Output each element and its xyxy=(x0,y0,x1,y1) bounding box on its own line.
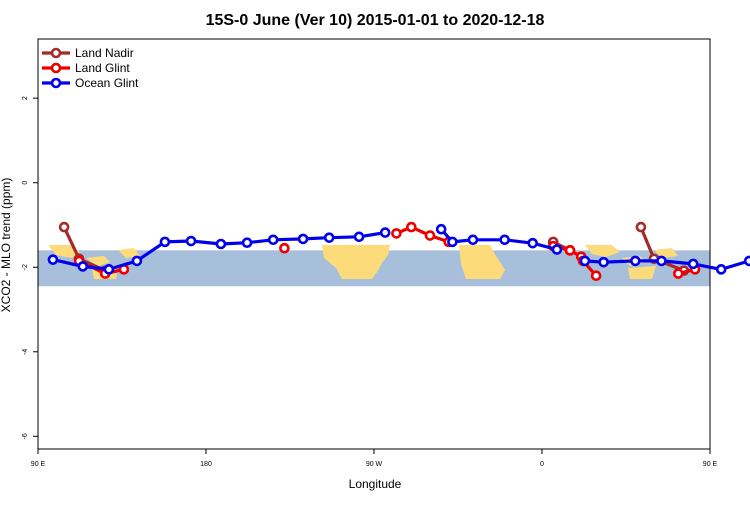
x-tick-label-2: 90 W xyxy=(366,461,383,468)
series-2-point-0-4 xyxy=(159,236,171,248)
series-2-point-2-6 xyxy=(743,255,750,267)
series-2-point-2-5 xyxy=(715,264,727,275)
series-2-point-0-12 xyxy=(379,227,391,238)
map-land-south-america xyxy=(322,245,390,279)
x-tick-label-0: 90 E xyxy=(31,461,46,468)
series-1-point-4-0 xyxy=(672,268,684,279)
series-2-point-0-10 xyxy=(323,232,335,243)
map-land-new-guinea-left xyxy=(118,248,140,258)
y-tick-label-1: 0 xyxy=(22,181,29,185)
series-2-point-0-9 xyxy=(297,233,309,245)
series-2-point-1-2 xyxy=(467,234,479,246)
series-2-point-0-7 xyxy=(241,237,253,249)
series-0-point-0-0 xyxy=(58,221,70,233)
series-2-point-1-0 xyxy=(435,223,447,235)
map-land-africa xyxy=(459,245,505,279)
series-2-point-2-3 xyxy=(656,255,667,267)
series-2-point-1-4 xyxy=(527,237,538,249)
series-2 xyxy=(47,223,750,275)
series-1-point-1-0 xyxy=(279,242,290,254)
series-2-point-2-0 xyxy=(579,255,591,267)
series-2-point-0-11 xyxy=(353,231,365,243)
x-tick-label-1: 180 xyxy=(200,461,212,468)
map-land-australia-right xyxy=(628,266,656,279)
legend-marker-0 xyxy=(50,47,62,59)
y-tick-label-4: -6 xyxy=(22,433,29,439)
series-2-point-2-4 xyxy=(687,258,699,270)
series-1-point-3-4 xyxy=(590,270,602,282)
y-axis-label: XCO2 - MLO trend (ppm) xyxy=(0,178,13,313)
y-tick-label-0: 2 xyxy=(22,96,29,100)
axes: 90 E 180 90 W 0 90 E 2 0 -2 -4 -6 xyxy=(22,38,718,468)
x-axis-label: Longitude xyxy=(349,477,402,491)
series-0-point-2-0 xyxy=(635,221,647,233)
series-2-point-0-1 xyxy=(77,261,89,272)
map-land-timor-left xyxy=(86,256,110,266)
map-land-indonesia-right xyxy=(585,245,620,257)
x-tick-label-3: 0 xyxy=(540,461,544,468)
series-2-point-0-8 xyxy=(267,234,279,246)
series-1-line-2 xyxy=(395,225,450,244)
y-tick-label-2: -2 xyxy=(22,264,29,270)
series-2-point-2-2 xyxy=(630,255,641,267)
legend-marker-2 xyxy=(50,77,62,89)
map-band xyxy=(38,245,710,287)
series-2-point-0-5 xyxy=(185,235,197,247)
series-2-point-1-3 xyxy=(499,234,510,246)
legend-label-1: Land Glint xyxy=(75,61,130,75)
chart-title: 15S-0 June (Ver 10) 2015-01-01 to 2020-1… xyxy=(206,12,545,29)
series-1-point-3-1 xyxy=(564,245,576,256)
series-1-point-2-0 xyxy=(391,228,402,239)
plot-frame xyxy=(37,38,711,450)
series-2-point-0-2 xyxy=(103,264,115,275)
series-layer xyxy=(47,221,750,282)
series-2-point-1-5 xyxy=(551,244,563,255)
series-2-line-1 xyxy=(439,228,558,252)
x-tick-label-4: 90 E xyxy=(703,461,718,468)
series-1-point-2-1 xyxy=(406,221,417,233)
series-2-point-2-1 xyxy=(598,256,609,268)
series-2-point-0-6 xyxy=(215,238,227,250)
map-land-new-guinea-right xyxy=(654,248,678,258)
series-2-point-0-0 xyxy=(47,254,59,265)
series-2-point-0-3 xyxy=(131,255,143,267)
map-land-indonesia-left xyxy=(48,245,80,258)
legend-label-2: Ocean Glint xyxy=(75,76,139,90)
legend-marker-1 xyxy=(50,62,62,74)
series-1-point-2-2 xyxy=(424,230,436,241)
y-tick-label-3: -4 xyxy=(22,349,29,355)
legend-label-0: Land Nadir xyxy=(75,46,134,60)
series-2-point-1-1 xyxy=(447,236,458,248)
